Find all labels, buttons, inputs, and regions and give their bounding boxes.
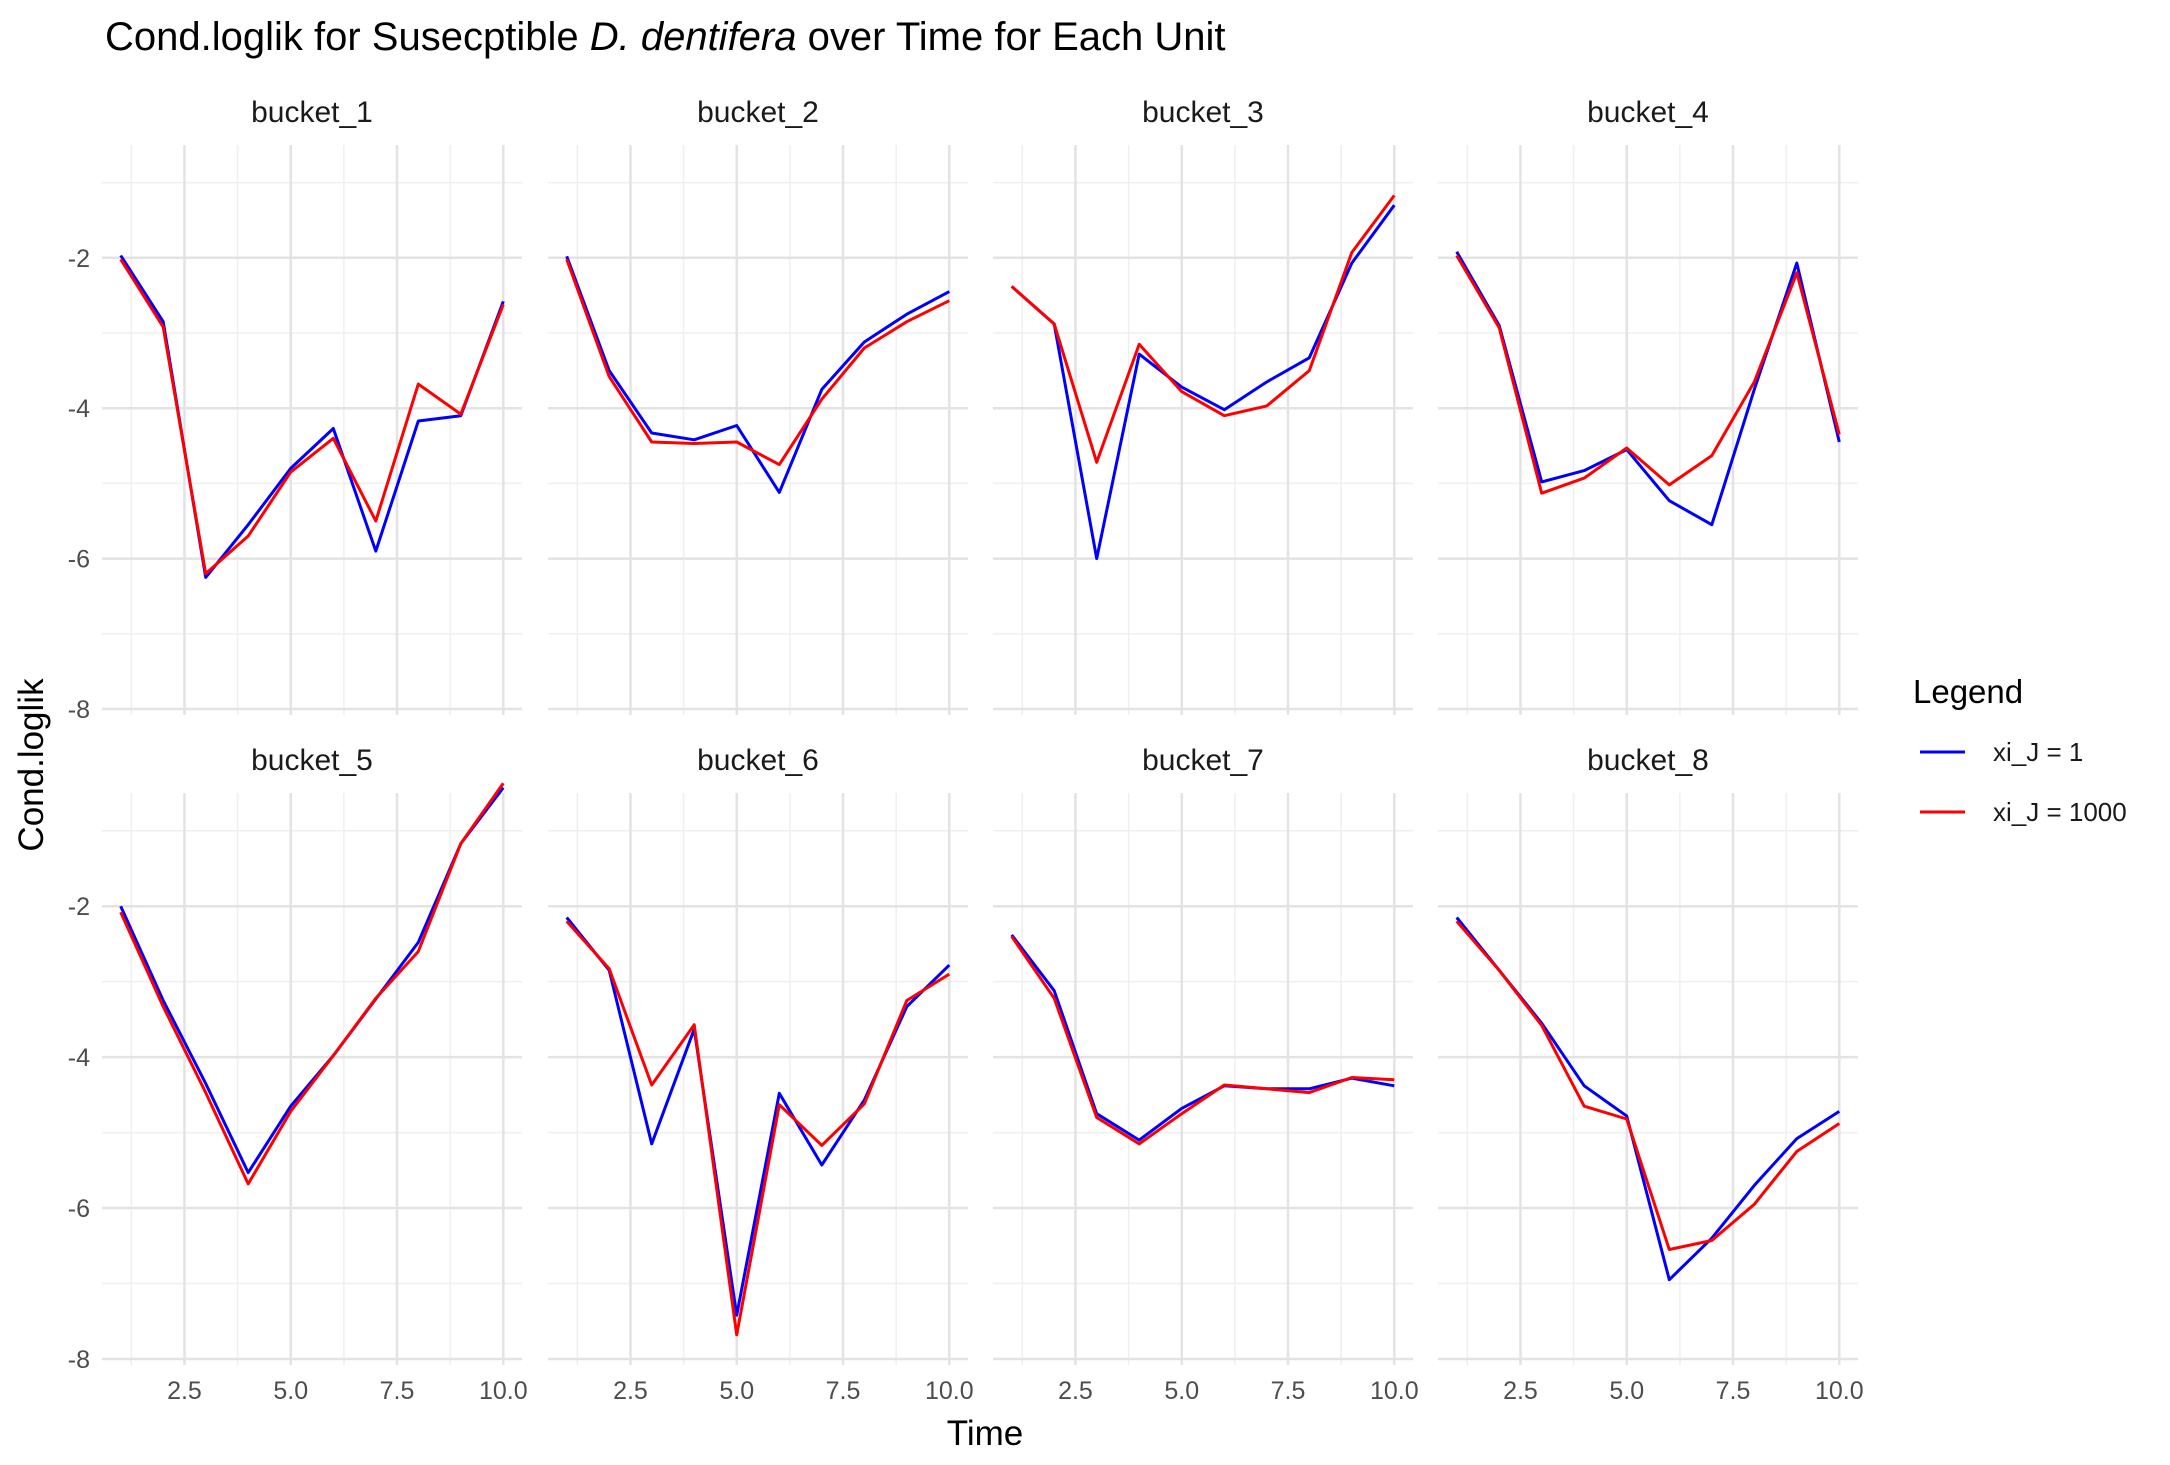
panel-bucket_7: bucket_7 2.5 5.0 7.5 10.0 — [993, 744, 1419, 1405]
y-tick-label: -6 — [68, 1195, 90, 1223]
series-line-blue — [565, 255, 951, 494]
facet-panels: bucket_1 -8 -6 -4 -2 bucket_2 bucket_3 bucket_4… — [68, 96, 1864, 1405]
chart-title-part-1: Cond.loglik for Susecptible — [105, 15, 590, 59]
x-tick-label: 2.5 — [1503, 1377, 1538, 1405]
y-axis-title: Cond.loglik — [12, 678, 51, 852]
x-tick-label: 5.0 — [273, 1377, 308, 1405]
series-line-red — [119, 782, 505, 1186]
y-tick-label: -4 — [68, 395, 90, 423]
y-tick-label: -2 — [68, 245, 90, 273]
panel-bucket_8: bucket_8 2.5 5.0 7.5 10.0 — [1438, 744, 1864, 1405]
facet-strip-label: bucket_4 — [1587, 96, 1709, 129]
chart-title-part-3: over Time for Each Unit — [797, 15, 1226, 59]
y-tick-label: -4 — [68, 1044, 90, 1072]
x-tick-label: 7.5 — [1716, 1377, 1751, 1405]
x-axis-title: Time — [947, 1414, 1023, 1453]
x-tick-label: 5.0 — [1164, 1377, 1199, 1405]
x-tick-label: 10.0 — [1370, 1377, 1419, 1405]
x-tick-label: 10.0 — [1815, 1377, 1864, 1405]
series-line-red — [1010, 935, 1395, 1146]
chart-title: Cond.loglik for Susecptible D. dentifera… — [105, 15, 1226, 59]
y-tick-label: -8 — [68, 696, 90, 724]
chart-title-species: D. dentifera — [590, 15, 797, 59]
y-tick-label: -2 — [68, 893, 90, 921]
series-line-blue — [565, 916, 951, 1317]
series-line-red — [565, 258, 950, 467]
facet-strip-label: bucket_8 — [1587, 744, 1709, 777]
x-tick-label: 2.5 — [613, 1377, 648, 1405]
x-tick-label: 10.0 — [479, 1377, 528, 1405]
legend-title: Legend — [1913, 673, 2023, 710]
x-tick-label: 7.5 — [826, 1377, 861, 1405]
x-tick-label: 7.5 — [380, 1377, 415, 1405]
panel-bucket_1: bucket_1 -8 -6 -4 -2 — [68, 96, 522, 724]
x-tick-label: 5.0 — [719, 1377, 754, 1405]
x-tick-label: 2.5 — [167, 1377, 202, 1405]
facet-strip-label: bucket_5 — [251, 744, 373, 777]
panel-bucket_5: bucket_5 -8 -6 -4 -2 2.5 5.0 7.5 10.0 — [68, 744, 528, 1405]
series-line-red — [1010, 194, 1396, 464]
x-tick-label: 7.5 — [1271, 1377, 1306, 1405]
series-line-red — [1455, 254, 1841, 495]
series-line-blue — [119, 786, 505, 1175]
panel-bucket_2: bucket_2 — [548, 96, 968, 715]
legend-label-blue: xi_J = 1 — [1993, 737, 2083, 767]
x-tick-label: 2.5 — [1058, 1377, 1093, 1405]
facet-strip-label: bucket_7 — [1142, 744, 1264, 777]
y-tick-label: -6 — [68, 546, 90, 574]
facet-strip-label: bucket_3 — [1142, 96, 1264, 129]
series-line-red — [1455, 920, 1841, 1251]
facet-strip-label: bucket_2 — [697, 96, 819, 129]
y-tick-label: -8 — [68, 1346, 90, 1374]
series-line-red — [565, 920, 951, 1337]
legend: Legend xi_J = 1 xi_J = 1000 — [1913, 673, 2127, 827]
panel-bucket_4: bucket_4 — [1438, 96, 1858, 715]
legend-label-red: xi_J = 1000 — [1993, 797, 2127, 827]
facet-strip-label: bucket_1 — [251, 96, 373, 129]
series-line-blue — [1455, 916, 1841, 1282]
panel-bucket_3: bucket_3 — [993, 96, 1413, 715]
panel-bucket_6: bucket_6 2.5 5.0 7.5 10.0 — [548, 744, 974, 1405]
x-tick-label: 10.0 — [925, 1377, 974, 1405]
series-line-red — [119, 258, 505, 576]
x-tick-label: 5.0 — [1609, 1377, 1644, 1405]
facet-strip-label: bucket_6 — [697, 744, 819, 777]
